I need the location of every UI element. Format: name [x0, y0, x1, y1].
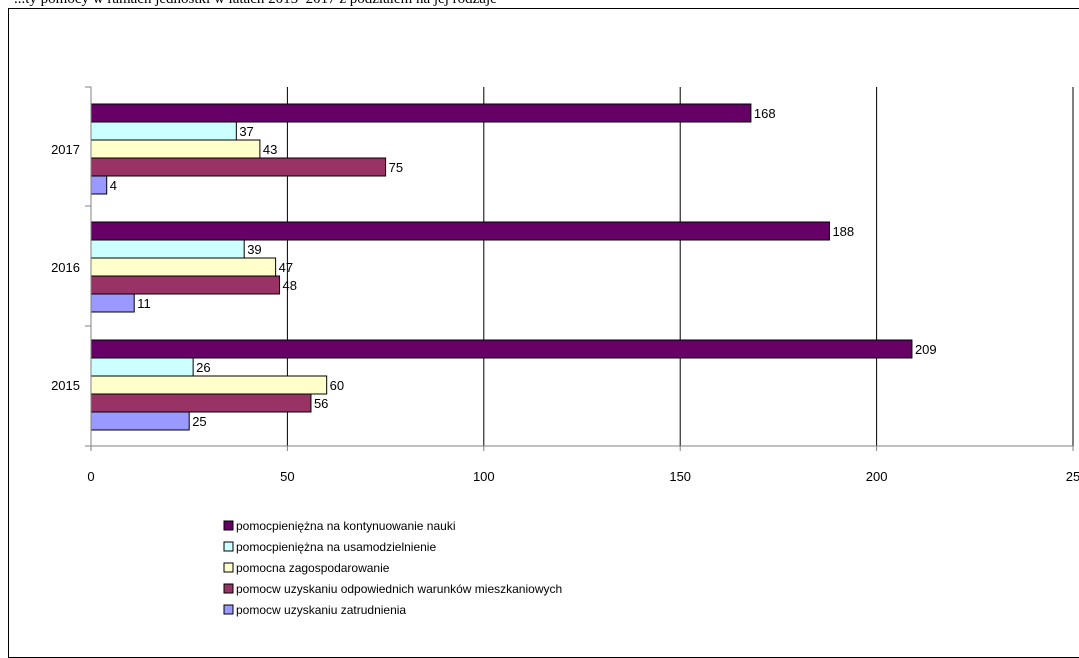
data-label: 37: [239, 124, 253, 139]
axes: 0 50 100 150 200 25 2017 2016 2015: [51, 86, 1079, 484]
data-label: 188: [832, 224, 854, 239]
x-tick-label: 150: [669, 469, 691, 484]
x-tick-label: 100: [473, 469, 495, 484]
bar: [90, 221, 830, 241]
bar: [90, 393, 312, 413]
bar: [90, 411, 190, 431]
y-category-label: 2016: [51, 260, 80, 275]
bar: [90, 239, 245, 259]
bar: [90, 357, 194, 377]
legend-swatch: [223, 604, 234, 615]
data-label: 60: [330, 378, 344, 393]
bar: [90, 275, 281, 295]
bars: [90, 103, 913, 431]
data-label: 4: [110, 178, 117, 193]
bar: [90, 339, 913, 359]
data-label: 43: [263, 142, 277, 157]
bar: [90, 257, 277, 277]
bar: [90, 139, 261, 159]
y-category-label: 2015: [51, 378, 80, 393]
bar: [90, 293, 135, 313]
bar: [90, 121, 237, 141]
legend-label: pomocpieniężna na kontynuowanie nauki: [236, 519, 456, 533]
x-tick-label: 0: [87, 469, 94, 484]
legend-swatch: [223, 562, 234, 573]
bar: [90, 103, 752, 123]
legend-swatch: [223, 541, 234, 552]
bar: [90, 375, 328, 395]
data-label: 39: [247, 242, 261, 257]
y-category-label: 2017: [51, 142, 80, 157]
legend-swatch: [223, 520, 234, 531]
data-label: 75: [389, 160, 403, 175]
legend-label: pomocw uzyskaniu zatrudnienia: [236, 603, 406, 617]
data-label: 25: [192, 414, 206, 429]
data-label: 209: [915, 342, 937, 357]
x-tick-label: 200: [866, 469, 888, 484]
x-tick-label: 25: [1066, 469, 1079, 484]
bar: [90, 175, 108, 195]
data-label: 47: [279, 260, 293, 275]
data-label: 11: [137, 296, 151, 311]
data-label: 26: [196, 360, 210, 375]
gridlines: [286, 87, 1074, 446]
page-caption-text: ...ty pomocy w ramach jednostki w latach…: [14, 0, 497, 8]
legend-label: pomocna zagospodarowanie: [236, 561, 390, 575]
x-tick-label: 50: [280, 469, 294, 484]
data-label: 168: [754, 106, 776, 121]
legend: pomocpieniężna na kontynuowanie nauki pom…: [223, 519, 562, 617]
data-label: 56: [314, 396, 328, 411]
data-label: 48: [283, 278, 297, 293]
legend-label: pomocw uzyskaniu odpowiednich warunków m…: [236, 582, 562, 596]
legend-swatch: [223, 583, 234, 594]
legend-label: pomocpieniężna na usamodzielnienie: [236, 540, 436, 554]
bar: [90, 157, 387, 177]
